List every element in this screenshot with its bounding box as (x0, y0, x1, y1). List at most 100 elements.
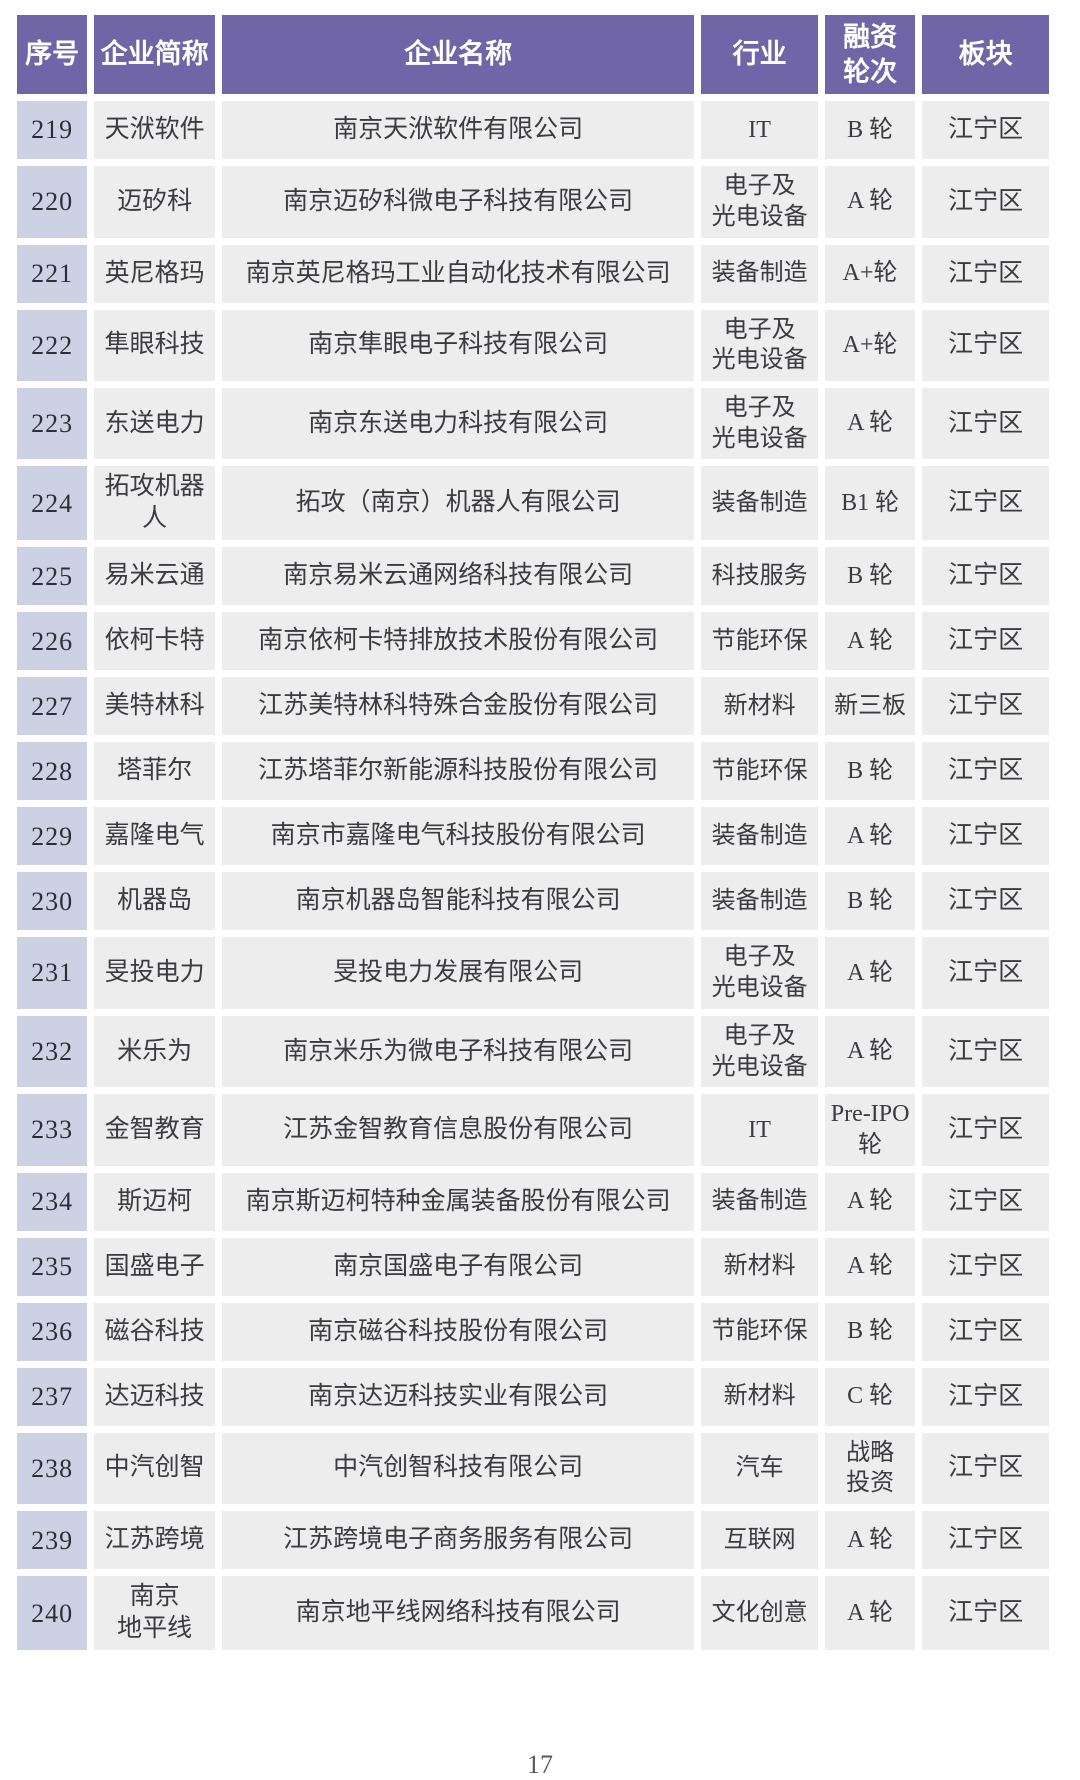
table-row: 239 江苏跨境 江苏跨境电子商务服务有限公司 互联网 A 轮 江宁区 (17, 1511, 1049, 1570)
document-page: 序号 企业简称 企业名称 行业 融资 轮次 板块 219 天洑软件 南京天洑软件… (10, 8, 1056, 1657)
cell-name: 南京国盛电子有限公司 (221, 1237, 695, 1296)
cell-industry: 节能环保 (701, 612, 818, 671)
cell-industry: 电子及 光电设备 (701, 937, 818, 1009)
cell-abbr: 斯迈柯 (94, 1172, 215, 1231)
cell-round: B 轮 (824, 872, 916, 931)
cell-no: 240 (17, 1576, 88, 1651)
column-header-abbr: 企业简称 (94, 15, 215, 95)
table-row: 233 金智教育 江苏金智教育信息股份有限公司 IT Pre-IPO 轮 江宁区 (17, 1094, 1049, 1166)
cell-round: A 轮 (824, 1172, 916, 1231)
cell-round: A 轮 (824, 1576, 916, 1651)
cell-name: 旻投电力发展有限公司 (221, 937, 695, 1009)
cell-name: 南京依柯卡特排放技术股份有限公司 (221, 612, 695, 671)
cell-district: 江宁区 (922, 547, 1049, 606)
cell-district: 江宁区 (922, 387, 1049, 460)
cell-industry: 汽车 (701, 1432, 818, 1505)
cell-district: 江宁区 (922, 1302, 1049, 1361)
cell-name: 江苏塔菲尔新能源科技股份有限公司 (221, 742, 695, 801)
cell-no: 232 (17, 1015, 88, 1088)
cell-industry: IT (701, 101, 818, 160)
cell-name: 南京机器岛智能科技有限公司 (221, 872, 695, 931)
cell-no: 236 (17, 1302, 88, 1361)
cell-no: 222 (17, 309, 88, 381)
table-row: 238 中汽创智 中汽创智科技有限公司 汽车 战略 投资 江宁区 (17, 1432, 1049, 1505)
cell-district: 江宁区 (922, 612, 1049, 671)
table-row: 225 易米云通 南京易米云通网络科技有限公司 科技服务 B 轮 江宁区 (17, 547, 1049, 606)
cell-district: 江宁区 (922, 1576, 1049, 1651)
cell-name: 南京米乐为微电子科技有限公司 (221, 1015, 695, 1088)
column-header-no: 序号 (17, 15, 88, 95)
cell-name: 南京斯迈柯特种金属装备股份有限公司 (221, 1172, 695, 1231)
cell-round: B 轮 (824, 742, 916, 801)
cell-round: A 轮 (824, 937, 916, 1009)
cell-industry: 节能环保 (701, 1302, 818, 1361)
table-row: 221 英尼格玛 南京英尼格玛工业自动化技术有限公司 装备制造 A+轮 江宁区 (17, 244, 1049, 303)
cell-abbr: 磁谷科技 (94, 1302, 215, 1361)
cell-name: 南京东送电力科技有限公司 (221, 387, 695, 460)
cell-abbr: 易米云通 (94, 547, 215, 606)
cell-district: 江宁区 (922, 872, 1049, 931)
table-row: 223 东送电力 南京东送电力科技有限公司 电子及 光电设备 A 轮 江宁区 (17, 387, 1049, 460)
cell-round: B1 轮 (824, 466, 916, 541)
cell-industry: 新材料 (701, 677, 818, 736)
cell-abbr: 南京 地平线 (94, 1576, 215, 1651)
cell-abbr: 隼眼科技 (94, 309, 215, 381)
cell-industry: 电子及 光电设备 (701, 387, 818, 460)
table-row: 229 嘉隆电气 南京市嘉隆电气科技股份有限公司 装备制造 A 轮 江宁区 (17, 807, 1049, 866)
cell-no: 221 (17, 244, 88, 303)
cell-round: B 轮 (824, 1302, 916, 1361)
cell-district: 江宁区 (922, 1367, 1049, 1426)
cell-district: 江宁区 (922, 166, 1049, 238)
cell-industry: 电子及 光电设备 (701, 1015, 818, 1088)
cell-abbr: 拓攻机器 人 (94, 466, 215, 541)
table-row: 220 迈矽科 南京迈矽科微电子科技有限公司 电子及 光电设备 A 轮 江宁区 (17, 166, 1049, 238)
cell-no: 237 (17, 1367, 88, 1426)
cell-name: 江苏跨境电子商务服务有限公司 (221, 1511, 695, 1570)
cell-industry: 互联网 (701, 1511, 818, 1570)
cell-name: 江苏美特林科特殊合金股份有限公司 (221, 677, 695, 736)
cell-name: 南京隼眼电子科技有限公司 (221, 309, 695, 381)
cell-industry: 电子及 光电设备 (701, 166, 818, 238)
cell-district: 江宁区 (922, 101, 1049, 160)
cell-district: 江宁区 (922, 937, 1049, 1009)
cell-round: A 轮 (824, 807, 916, 866)
header-row: 序号 企业简称 企业名称 行业 融资 轮次 板块 (17, 15, 1049, 95)
cell-abbr: 天洑软件 (94, 101, 215, 160)
cell-round: A 轮 (824, 612, 916, 671)
cell-name: 中汽创智科技有限公司 (221, 1432, 695, 1505)
cell-abbr: 塔菲尔 (94, 742, 215, 801)
cell-no: 220 (17, 166, 88, 238)
cell-district: 江宁区 (922, 1094, 1049, 1166)
cell-round: 新三板 (824, 677, 916, 736)
cell-no: 238 (17, 1432, 88, 1505)
cell-abbr: 英尼格玛 (94, 244, 215, 303)
companies-table: 序号 企业简称 企业名称 行业 融资 轮次 板块 219 天洑软件 南京天洑软件… (10, 8, 1056, 1657)
cell-industry: 文化创意 (701, 1576, 818, 1651)
table-row: 240 南京 地平线 南京地平线网络科技有限公司 文化创意 A 轮 江宁区 (17, 1576, 1049, 1651)
cell-industry: 新材料 (701, 1237, 818, 1296)
cell-abbr: 中汽创智 (94, 1432, 215, 1505)
cell-name: 南京磁谷科技股份有限公司 (221, 1302, 695, 1361)
column-header-district: 板块 (922, 15, 1049, 95)
cell-industry: 装备制造 (701, 466, 818, 541)
cell-industry: IT (701, 1094, 818, 1166)
cell-name: 拓攻（南京）机器人有限公司 (221, 466, 695, 541)
cell-no: 228 (17, 742, 88, 801)
cell-no: 229 (17, 807, 88, 866)
cell-name: 南京达迈科技实业有限公司 (221, 1367, 695, 1426)
cell-no: 225 (17, 547, 88, 606)
cell-no: 233 (17, 1094, 88, 1166)
cell-district: 江宁区 (922, 1015, 1049, 1088)
table-row: 224 拓攻机器 人 拓攻（南京）机器人有限公司 装备制造 B1 轮 江宁区 (17, 466, 1049, 541)
cell-industry: 节能环保 (701, 742, 818, 801)
table-row: 227 美特林科 江苏美特林科特殊合金股份有限公司 新材料 新三板 江宁区 (17, 677, 1049, 736)
cell-round: A 轮 (824, 166, 916, 238)
table-row: 219 天洑软件 南京天洑软件有限公司 IT B 轮 江宁区 (17, 101, 1049, 160)
cell-round: A 轮 (824, 1511, 916, 1570)
cell-industry: 装备制造 (701, 807, 818, 866)
table-row: 232 米乐为 南京米乐为微电子科技有限公司 电子及 光电设备 A 轮 江宁区 (17, 1015, 1049, 1088)
cell-abbr: 米乐为 (94, 1015, 215, 1088)
cell-no: 224 (17, 466, 88, 541)
cell-name: 南京市嘉隆电气科技股份有限公司 (221, 807, 695, 866)
cell-no: 219 (17, 101, 88, 160)
